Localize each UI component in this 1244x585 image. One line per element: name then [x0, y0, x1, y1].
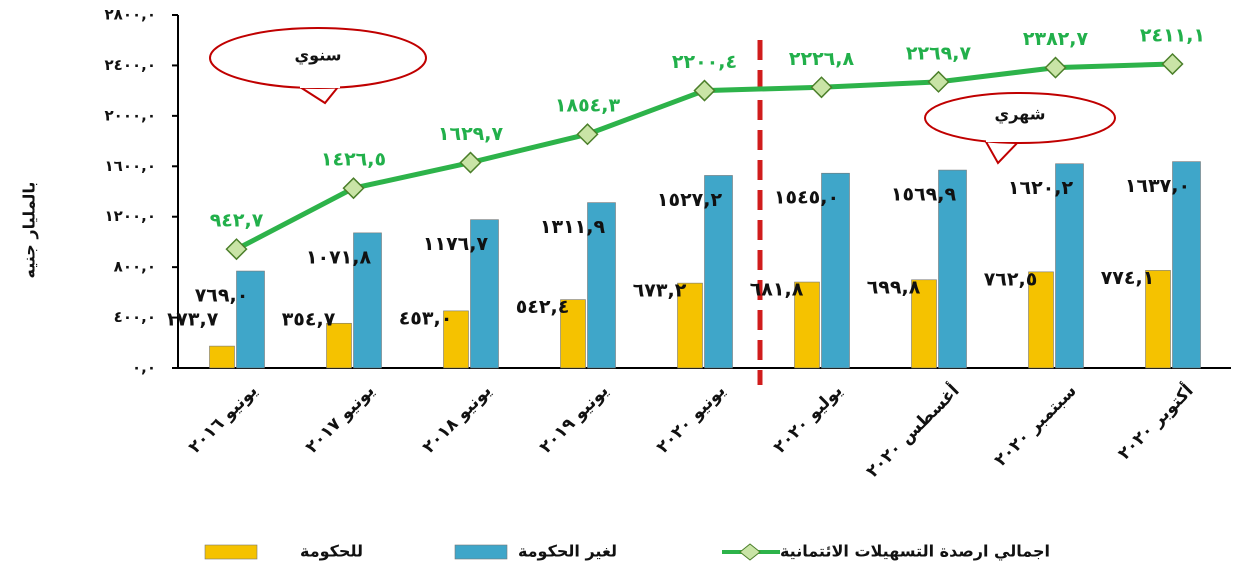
- data-label: ١٣١١,٩: [540, 216, 606, 238]
- x-tick-label: يونيو ٢٠٢٠: [653, 381, 730, 458]
- annotation-monthly: شهري: [924, 92, 1116, 165]
- y-tick-label: ٢٤٠٠,٠: [105, 56, 156, 74]
- data-label: ١١٧٦,٧: [423, 233, 489, 255]
- bar: [236, 270, 265, 369]
- bar: [1055, 163, 1084, 369]
- data-label: ٤٥٣,٠: [399, 307, 453, 329]
- data-label: ٢٢٠٠,٤: [672, 51, 737, 73]
- x-tick-label: يونيو ٢٠١٨: [419, 381, 496, 458]
- data-label: ٣٥٤,٧: [282, 309, 336, 331]
- data-label: ١٥٦٩,٩: [891, 184, 957, 206]
- marker: [459, 151, 482, 174]
- data-label: ١٨٥٤,٣: [555, 95, 621, 117]
- data-label: ١٦٢٠,٢: [1008, 177, 1074, 199]
- data-label: ٢٢٦٩,٧: [906, 42, 972, 64]
- data-label: ١٦٣٧,٠: [1125, 175, 1190, 197]
- marker: [225, 238, 248, 261]
- marker: [576, 123, 599, 146]
- bar: [1145, 270, 1171, 369]
- x-tick-label: يونيو ٢٠١٩: [536, 381, 613, 458]
- bar: [704, 175, 733, 369]
- bar: [911, 279, 937, 369]
- data-label: ٦٧٣,٢: [633, 280, 687, 302]
- data-label: ١٧٣,٧: [165, 309, 219, 331]
- x-tick-label: يوليو ٢٠٢٠: [770, 381, 847, 458]
- data-label: ٦٨١,٨: [750, 279, 804, 301]
- data-label: ٧٧٤,١: [1101, 267, 1155, 289]
- bar: [326, 322, 352, 369]
- y-tick-label: ٢٠٠٠,٠: [105, 106, 156, 124]
- bar: [677, 282, 703, 369]
- legend-label: اجمالي ارصدة التسهيلات الائتمانية: [780, 542, 1050, 562]
- data-label: ٢٤١١,١: [1140, 25, 1205, 47]
- data-label: ١٥٢٧,٢: [657, 189, 723, 211]
- data-label: ٢٣٨٢,٧: [1023, 28, 1089, 50]
- y-tick-label: ٨٠٠,٠: [114, 258, 156, 276]
- bar: [938, 169, 967, 369]
- bar: [209, 345, 235, 369]
- legend-key: [739, 543, 761, 561]
- data-label: ٢٢٢٦,٨: [789, 48, 855, 70]
- data-label: ٥٤٢,٤: [516, 296, 570, 318]
- bar: [443, 310, 469, 369]
- marker: [342, 177, 365, 200]
- data-label: ٧٦٩,٠: [195, 285, 249, 307]
- y-tick-label: ١٦٠٠,٠: [105, 157, 156, 175]
- annotation: سنوي: [295, 46, 342, 66]
- data-label: ٧٦٢,٥: [984, 268, 1038, 290]
- legend-label: لغير الحكومة: [518, 542, 617, 561]
- x-tick-label: يونيو ٢٠١٦: [185, 381, 262, 458]
- marker: [810, 76, 833, 99]
- data-label: ٦٩٩,٨: [867, 276, 921, 298]
- marker: [1044, 56, 1067, 79]
- bar: [1172, 161, 1201, 369]
- legend-label: للحكومة: [300, 542, 363, 561]
- marker: [693, 79, 716, 102]
- x-tick-label: أكتوبر ٢٠٢٠: [1113, 380, 1198, 465]
- x-tick-label: أغسطس ٢٠٢٠: [861, 380, 963, 482]
- bar: [821, 172, 850, 369]
- annotation-yearly: سنوي: [209, 27, 427, 105]
- bar: [560, 299, 586, 369]
- data-label: ١٦٢٩,٧: [438, 123, 504, 145]
- data-label: ١٤٢٦,٥: [321, 149, 386, 171]
- marker: [927, 70, 950, 93]
- y-axis-label: بالمليار جنيه: [20, 182, 39, 279]
- data-label: ١٥٤٥,٠: [774, 187, 839, 209]
- bar: [353, 232, 382, 369]
- data-label: ١٠٧١,٨: [306, 246, 372, 268]
- y-tick-label: ١٢٠٠,٠: [105, 207, 156, 225]
- x-tick-label: يونيو ٢٠١٧: [302, 381, 379, 458]
- marker: [1161, 52, 1184, 76]
- y-tick-label: ٠,٠: [132, 359, 156, 377]
- annotation: شهري: [995, 105, 1046, 125]
- bar: [587, 202, 616, 369]
- y-tick-label: ٤٠٠,٠: [114, 308, 156, 326]
- bar: [470, 219, 499, 369]
- bar: [794, 281, 820, 369]
- bar: [1028, 271, 1054, 369]
- x-tick-label: سبتمبر ٢٠٢٠: [991, 381, 1081, 471]
- y-tick-label: ٢٨٠٠,٠: [105, 6, 156, 24]
- legend-key: [454, 544, 508, 560]
- data-label: ٩٤٢,٧: [210, 210, 264, 232]
- legend-key: [204, 544, 258, 560]
